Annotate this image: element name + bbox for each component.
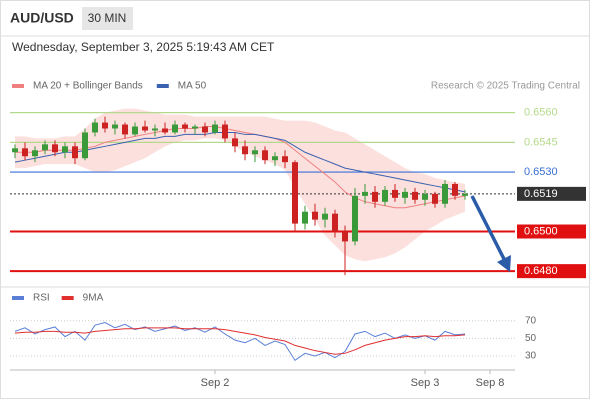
candle-body: [32, 150, 38, 157]
legend-swatch: [12, 84, 24, 88]
candle-body: [282, 156, 288, 163]
candle-body: [212, 124, 218, 133]
timestamp: Wednesday, September 3, 2025 5:19:43 AM …: [12, 40, 275, 54]
legend-label: RSI: [33, 293, 50, 304]
candle-body: [342, 231, 348, 242]
x-tick-label: Sep 3: [411, 377, 440, 389]
candle-body: [382, 189, 388, 202]
candle-body: [262, 150, 268, 161]
candle-body: [72, 146, 78, 159]
candle-body: [252, 150, 258, 155]
rsi-tick-label: 30: [525, 351, 537, 362]
candle-body: [242, 146, 248, 155]
candle-body: [182, 124, 188, 129]
legend-swatch: [156, 84, 169, 88]
candle-body: [432, 193, 438, 204]
legend-swatch: [12, 296, 24, 300]
rsi-line: [14, 327, 466, 355]
candle-body: [272, 156, 278, 161]
symbol: AUD/USD: [10, 10, 74, 26]
candle-body: [132, 126, 138, 135]
interval: 30 MIN: [88, 11, 127, 25]
candle-body: [52, 144, 58, 153]
legend-label: 9MA: [83, 293, 104, 304]
legend-label: MA 20 + Bollinger Bands: [33, 81, 143, 92]
candle-body: [62, 146, 68, 153]
candle-body: [392, 189, 398, 198]
legend-swatch: [61, 296, 74, 300]
source: Research © 2025 Trading Central: [431, 81, 580, 92]
candle-body: [42, 144, 48, 151]
candle-body: [172, 124, 178, 133]
candle-body: [412, 191, 418, 200]
candle-body: [12, 148, 18, 153]
candle-body: [122, 124, 128, 135]
candle-body: [22, 148, 28, 157]
candle-body: [362, 191, 368, 196]
candle-body: [422, 193, 428, 200]
candle-body: [322, 213, 328, 220]
candle-body: [452, 183, 458, 196]
level-label: 0.6560: [524, 107, 558, 119]
ma-line: [15, 126, 466, 209]
candle-body: [302, 211, 308, 224]
candle-body: [152, 128, 158, 131]
level-label: 0.6519: [524, 188, 558, 200]
x-tick-label: Sep 2: [201, 377, 230, 389]
candle-body: [352, 195, 358, 242]
candle-body: [442, 183, 448, 204]
candle-body: [162, 128, 168, 133]
candle-body: [202, 126, 208, 133]
level-label-box: [517, 186, 586, 201]
candle-body: [192, 126, 198, 129]
level-label-box: [517, 264, 586, 279]
candle-body: [222, 124, 228, 139]
candle-body: [92, 122, 98, 133]
level-label: 0.6545: [524, 136, 558, 148]
candle-body: [102, 122, 108, 129]
candle-body: [82, 132, 88, 159]
forecast-arrowhead: [497, 255, 511, 272]
level-label: 0.6530: [524, 166, 558, 178]
rsi-tick-label: 70: [525, 315, 537, 326]
legend-label: MA 50: [178, 81, 207, 92]
candle-body: [462, 193, 468, 196]
level-label-box: [517, 224, 586, 239]
candle-body: [332, 213, 338, 232]
candle-body: [112, 124, 118, 129]
interval-box: [82, 7, 133, 30]
rsi-tick-label: 50: [525, 333, 537, 344]
candle-body: [142, 126, 148, 131]
level-label: 0.6500: [524, 225, 558, 237]
candle-body: [402, 191, 408, 198]
candle-body: [372, 191, 378, 202]
forecast-arrow: [470, 195, 506, 260]
candle-body: [312, 211, 318, 220]
ma-line: [14, 131, 466, 193]
candle-body: [232, 138, 238, 147]
candle-body: [292, 162, 298, 224]
level-label: 0.6480: [524, 265, 558, 277]
x-tick-label: Sep 8: [476, 377, 505, 389]
